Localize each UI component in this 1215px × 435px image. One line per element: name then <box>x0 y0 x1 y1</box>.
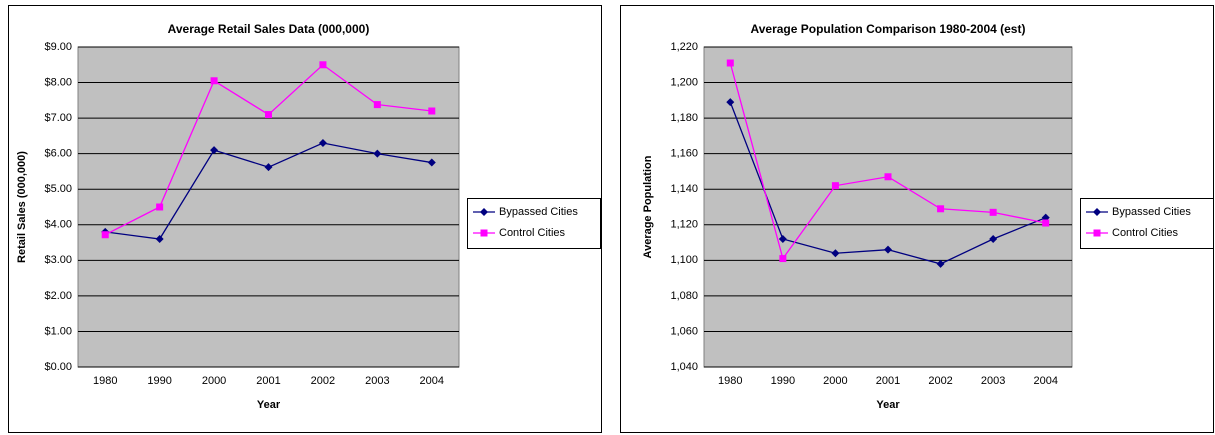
chart-title: Average Retail Sales Data (000,000) <box>168 22 370 36</box>
x-axis-label: Year <box>876 399 900 411</box>
marker <box>779 255 787 263</box>
marker <box>778 235 787 243</box>
x-tick-label: 2002 <box>928 375 952 387</box>
chart-title: Average Population Comparison 1980-2004 … <box>751 22 1026 36</box>
marker <box>428 107 436 115</box>
marker <box>318 139 327 147</box>
y-tick-label: $0.00 <box>44 361 72 373</box>
y-tick-label: 1,060 <box>670 325 698 337</box>
plot-area <box>703 46 1073 368</box>
marker <box>937 205 945 213</box>
x-tick-label: 2003 <box>365 375 389 387</box>
y-tick-label: $9.00 <box>44 41 72 53</box>
marker <box>101 231 109 239</box>
x-tick-label: 1990 <box>147 375 171 387</box>
marker <box>156 203 164 211</box>
x-tick-label: 2004 <box>1033 375 1057 387</box>
y-tick-label: $7.00 <box>44 112 72 124</box>
x-tick-label: 1980 <box>718 375 742 387</box>
y-tick-label: 1,100 <box>670 254 698 266</box>
marker <box>373 149 382 158</box>
legend-label: Control Cities <box>499 227 566 239</box>
legend-marker <box>480 208 488 216</box>
x-tick-label: 2004 <box>420 375 444 387</box>
marker <box>210 77 218 85</box>
marker <box>726 98 735 107</box>
plot-area <box>77 46 460 368</box>
y-tick-label: $4.00 <box>44 219 72 231</box>
x-tick-label: 2001 <box>256 375 280 387</box>
marker <box>1042 219 1050 227</box>
legend-label: Control Cities <box>1112 227 1179 239</box>
y-tick-label: $3.00 <box>44 254 72 266</box>
marker <box>210 146 219 155</box>
y-tick-label: 1,080 <box>670 290 698 302</box>
x-tick-label: 2003 <box>981 375 1005 387</box>
y-tick-label: 1,140 <box>670 183 698 195</box>
marker <box>989 208 997 216</box>
marker <box>373 101 381 109</box>
y-tick-label: 1,200 <box>670 76 698 88</box>
y-tick-label: $1.00 <box>44 325 72 337</box>
legend-marker <box>1093 229 1101 237</box>
x-tick-label: 2000 <box>202 375 226 387</box>
chart-panel: Average Population Comparison 1980-2004 … <box>620 5 1214 433</box>
marker <box>989 235 998 243</box>
y-tick-label: $8.00 <box>44 76 72 88</box>
marker <box>265 111 272 119</box>
marker <box>726 59 734 67</box>
marker <box>264 163 273 172</box>
y-tick-label: 1,220 <box>670 41 698 53</box>
legend-marker <box>1093 208 1101 216</box>
marker <box>884 245 892 254</box>
legend-box <box>467 198 601 249</box>
y-tick-label: 1,160 <box>670 148 698 160</box>
legend-box <box>1080 198 1214 249</box>
legend-label: Bypassed Cities <box>499 206 578 218</box>
y-tick-label: 1,120 <box>670 219 698 231</box>
y-tick-label: $5.00 <box>44 183 72 195</box>
x-axis-label: Year <box>257 399 281 411</box>
chart-panel: Average Retail Sales Data (000,000) $0.00… <box>8 5 602 433</box>
legend-label: Bypassed Cities <box>1112 206 1191 218</box>
legend-marker <box>480 229 488 237</box>
y-axis-label: Retail Sales (000,000) <box>16 151 28 263</box>
marker <box>831 249 840 258</box>
y-tick-label: 1,180 <box>670 112 698 124</box>
x-tick-label: 1990 <box>771 375 795 387</box>
marker <box>427 158 436 167</box>
y-tick-label: $6.00 <box>44 148 72 160</box>
y-tick-label: $2.00 <box>44 290 72 302</box>
y-axis-label: Average Population <box>642 155 654 258</box>
marker <box>319 61 327 69</box>
marker <box>155 235 164 243</box>
marker <box>831 182 839 190</box>
x-tick-label: 2002 <box>311 375 335 387</box>
x-tick-label: 2000 <box>823 375 847 387</box>
x-tick-label: 2001 <box>876 375 900 387</box>
marker <box>884 173 892 181</box>
marker <box>936 259 945 268</box>
y-tick-label: 1,040 <box>670 361 698 373</box>
x-tick-label: 1980 <box>93 375 117 387</box>
